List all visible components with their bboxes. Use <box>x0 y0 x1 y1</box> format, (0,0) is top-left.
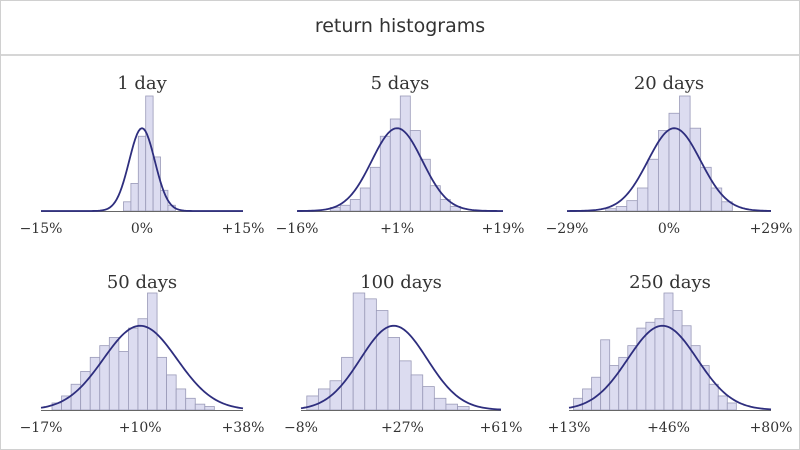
histogram-bar <box>410 374 424 411</box>
histogram-bar <box>445 403 458 411</box>
histogram-bar <box>364 298 377 411</box>
tick-label: +29% <box>750 221 793 237</box>
fitted-normal-curve <box>41 127 243 212</box>
histogram-bar <box>375 310 389 411</box>
histogram-bar <box>679 95 691 212</box>
histogram-bar <box>672 310 683 411</box>
histogram-bar <box>130 182 139 212</box>
fitted-normal-curve <box>300 324 502 411</box>
tick-label: 0% <box>131 221 153 237</box>
histogram-bar <box>626 200 638 212</box>
histogram-bar <box>658 130 670 212</box>
tick-label: +61% <box>480 420 523 436</box>
tick-label: +46% <box>647 420 690 436</box>
histogram-bar <box>399 95 411 212</box>
histogram-bar <box>185 397 196 411</box>
histogram-bar <box>700 166 712 212</box>
histogram-bar <box>600 339 611 411</box>
histogram-bar <box>379 135 391 212</box>
histogram-bar <box>128 327 139 411</box>
histogram-bar <box>399 360 412 411</box>
tick-label: +13% <box>548 420 591 436</box>
header-bar: return histograms <box>1 1 799 56</box>
histogram-bar <box>137 135 147 212</box>
fitted-normal-curve <box>566 127 772 212</box>
histogram-bar <box>605 208 617 212</box>
histogram-bar <box>204 406 215 411</box>
histogram-panel: 50 days −17% +10% +38% <box>20 272 265 436</box>
histogram-bar <box>708 383 719 411</box>
histogram-bar <box>306 395 319 411</box>
figure-title: return histograms <box>314 15 486 37</box>
panel-title: 5 days <box>371 73 430 94</box>
tick-label: 0% <box>658 221 680 237</box>
histogram-bar <box>137 318 148 411</box>
histogram-bar <box>387 337 400 411</box>
tick-label: −15% <box>20 221 63 237</box>
fitted-normal-curve <box>296 127 504 212</box>
tick-label: +80% <box>750 420 793 436</box>
histogram-panel: 1 day −15% 0% +15% <box>20 73 265 237</box>
histogram-bar <box>194 403 206 411</box>
histogram-bar <box>369 166 381 212</box>
histogram-bar <box>352 292 366 411</box>
tick-label: −16% <box>276 221 319 237</box>
histogram-bar <box>99 345 110 411</box>
histogram-bar <box>609 365 620 411</box>
tick-label: −8% <box>284 420 318 436</box>
tick-label: +15% <box>222 221 265 237</box>
panel-title: 50 days <box>107 272 177 293</box>
fitted-normal-curve <box>568 324 772 411</box>
panel-title: 250 days <box>629 272 711 293</box>
tick-label: +19% <box>482 221 525 237</box>
tick-label: +1% <box>380 221 414 237</box>
histogram-bar <box>422 386 435 411</box>
tick-label: +10% <box>119 420 162 436</box>
tick-label: +38% <box>222 420 265 436</box>
histogram-panel: 100 days −8% +27% +61% <box>284 272 522 436</box>
tick-label: +27% <box>381 420 424 436</box>
panel-title: 1 day <box>117 73 167 94</box>
histogram-bar <box>147 292 158 411</box>
histogram-bar <box>627 345 638 411</box>
histogram-bar <box>726 402 737 411</box>
fitted-normal-curve <box>40 324 244 410</box>
histogram-panel: 250 days +13% +46% +80% <box>548 272 793 436</box>
histogram-bar <box>359 187 371 212</box>
histogram-bar <box>175 388 187 411</box>
panel-title: 20 days <box>634 73 704 94</box>
histogram-bar <box>156 356 168 411</box>
histogram-bar <box>699 365 710 411</box>
histogram-bar <box>615 205 628 212</box>
histogram-panel: 5 days −16% +1% +19% <box>276 73 525 237</box>
histogram-bar <box>681 325 692 411</box>
histogram-bar <box>118 351 129 411</box>
histogram-bar <box>389 118 401 212</box>
histogram-bar <box>647 158 659 212</box>
histogram-bar <box>717 395 728 411</box>
histogram-bar <box>349 199 361 212</box>
histogram-bar <box>123 201 132 212</box>
histogram-panel: 20 days −29% 0% +29% <box>546 73 793 237</box>
histogram-bar <box>663 292 674 411</box>
histogram-bar <box>654 318 665 411</box>
histogram-bar <box>457 406 470 411</box>
histogram-bar <box>689 127 702 212</box>
histogram-bar <box>339 204 351 212</box>
tick-label: −29% <box>546 221 589 237</box>
histogram-bar <box>433 397 447 411</box>
histogram-bar <box>166 374 177 411</box>
histogram-bar <box>636 187 649 212</box>
tick-label: −17% <box>20 420 63 436</box>
histogram-bar <box>645 321 656 411</box>
panel-title: 100 days <box>360 272 442 293</box>
